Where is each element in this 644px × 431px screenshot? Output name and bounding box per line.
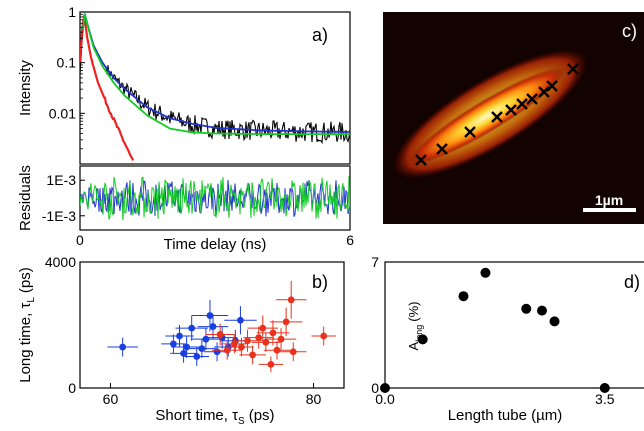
panel-a-xlabel: Time delay (ns) [164, 236, 267, 253]
panel-d: 7 00.0 3.5 d) Length tube (µm) Along (%) [371, 254, 644, 424]
position-marker [526, 93, 538, 105]
panel-c: c) 1µm [383, 12, 644, 224]
panel-b-xtick-label: 80 [306, 391, 322, 407]
panel-a: 1 0.1 0.01 a) Intensity [17, 4, 351, 165]
data-point-red [277, 335, 285, 343]
data-point-red [259, 324, 267, 332]
data-point-blue [176, 332, 183, 340]
panel-b-ylabel-unit: (ps) [17, 267, 34, 293]
scale-bar-label: 1µm [595, 192, 623, 208]
panel-b-ytick-label: 0 [68, 380, 76, 396]
data-point-red [320, 332, 328, 340]
data-point-blue [193, 353, 201, 360]
data-point-blue [206, 312, 214, 319]
panel-a-xtick-label: 0 [76, 232, 84, 248]
panel-a-label: a) [312, 25, 328, 45]
residuals-ytick-label: -1E-3 [42, 208, 76, 224]
data-point-blue [180, 349, 187, 357]
data-point-blue [213, 348, 221, 356]
panel-d-label: d) [624, 272, 640, 292]
data-point-red [223, 346, 231, 354]
panel-d-ytick-label: 0 [371, 380, 379, 396]
data-point-red [289, 348, 297, 356]
panel-d-ylabel-main: A [406, 341, 421, 350]
data-point-blue [119, 343, 127, 351]
data-point [521, 303, 532, 314]
panel-d-ylabel-sub: long [414, 325, 424, 342]
position-marker [516, 98, 528, 110]
data-point-blue [198, 345, 206, 353]
panel-b-xlabel-main: Short time, τ [155, 407, 238, 424]
panel-a-ytick-label: 0.01 [49, 105, 76, 121]
residuals-blue-line [80, 180, 350, 217]
data-point [480, 267, 491, 278]
decay-data-line [80, 12, 350, 145]
panel-d-ytick-label: 7 [371, 254, 379, 270]
position-marker [546, 80, 558, 92]
data-point [549, 316, 560, 327]
panel-d-xtick-label: 0.0 [375, 391, 395, 407]
data-point [458, 291, 469, 302]
panel-d-ylabel: Along (%) [406, 302, 424, 351]
position-marker [464, 126, 476, 138]
data-point-red [273, 346, 281, 354]
panel-d-xlabel: Length tube (µm) [448, 407, 563, 424]
panel-b: 4000 0 60 80 b) Short time, τS (ps) Long tim… [17, 254, 345, 427]
panel-a-residuals: 1E-3 -1E-30 6 Residuals Time delay (ns) [17, 165, 354, 253]
panel-b-ylabel-sub: L [26, 297, 37, 303]
data-point-red [249, 351, 257, 359]
data-point-blue [209, 323, 217, 330]
irf-line [80, 14, 135, 161]
position-marker [505, 104, 517, 116]
panel-a-frame [79, 11, 351, 165]
data-point-blue [237, 316, 244, 324]
panel-a-ytick-label: 0.1 [57, 55, 77, 71]
data-point-red [255, 334, 263, 341]
data-point-blue [202, 335, 210, 343]
data-point-red [238, 343, 245, 351]
data-point [536, 305, 547, 316]
panel-c-label: c) [622, 21, 637, 41]
position-marker [491, 111, 503, 123]
panel-d-frame [384, 261, 644, 389]
data-point-red [287, 296, 295, 304]
panel-b-xlabel-sub: S [238, 416, 245, 427]
panel-b-xtick-label: 60 [103, 391, 119, 407]
data-point-red [216, 331, 224, 338]
position-marker [436, 143, 448, 155]
data-point-red [244, 337, 251, 345]
position-marker [567, 63, 579, 75]
panel-d-ylabel-unit: (%) [406, 302, 421, 322]
nanotube-glow-inner [409, 67, 565, 165]
data-point-blue [183, 343, 191, 351]
panel-b-frame [79, 261, 345, 389]
panel-a-xtick-label: 6 [346, 232, 354, 248]
data-point-red [267, 360, 275, 368]
panel-d-xtick-label: 3.5 [595, 391, 615, 407]
data-point-red [282, 318, 290, 326]
data-point-red [262, 338, 270, 346]
panel-b-xlabel-unit: (ps) [249, 407, 275, 424]
data-point-blue [188, 324, 196, 332]
residuals-green-line [80, 176, 350, 221]
fit-green-line [82, 12, 350, 135]
panel-b-xlabel: Short time, τS (ps) [155, 407, 274, 427]
panel-b-ylabel-main: Long time, τ [17, 303, 34, 383]
data-point [417, 334, 428, 345]
residuals-ytick-label: 1E-3 [46, 172, 76, 188]
panel-a-ylabel: Intensity [17, 60, 34, 116]
position-marker [415, 154, 427, 166]
data-point-blue [170, 340, 177, 348]
data-point-red [269, 329, 277, 337]
position-marker [538, 86, 550, 98]
data-point-red [230, 340, 238, 348]
panel-a-ytick-label: 1 [68, 4, 76, 20]
panel-b-ylabel: Long time, τL (ps) [17, 267, 37, 383]
panel-b-ytick-label: 4000 [45, 254, 76, 270]
fit-blue-line [82, 12, 350, 133]
residuals-ylabel: Residuals [17, 165, 34, 231]
panel-b-label: b) [312, 272, 328, 292]
